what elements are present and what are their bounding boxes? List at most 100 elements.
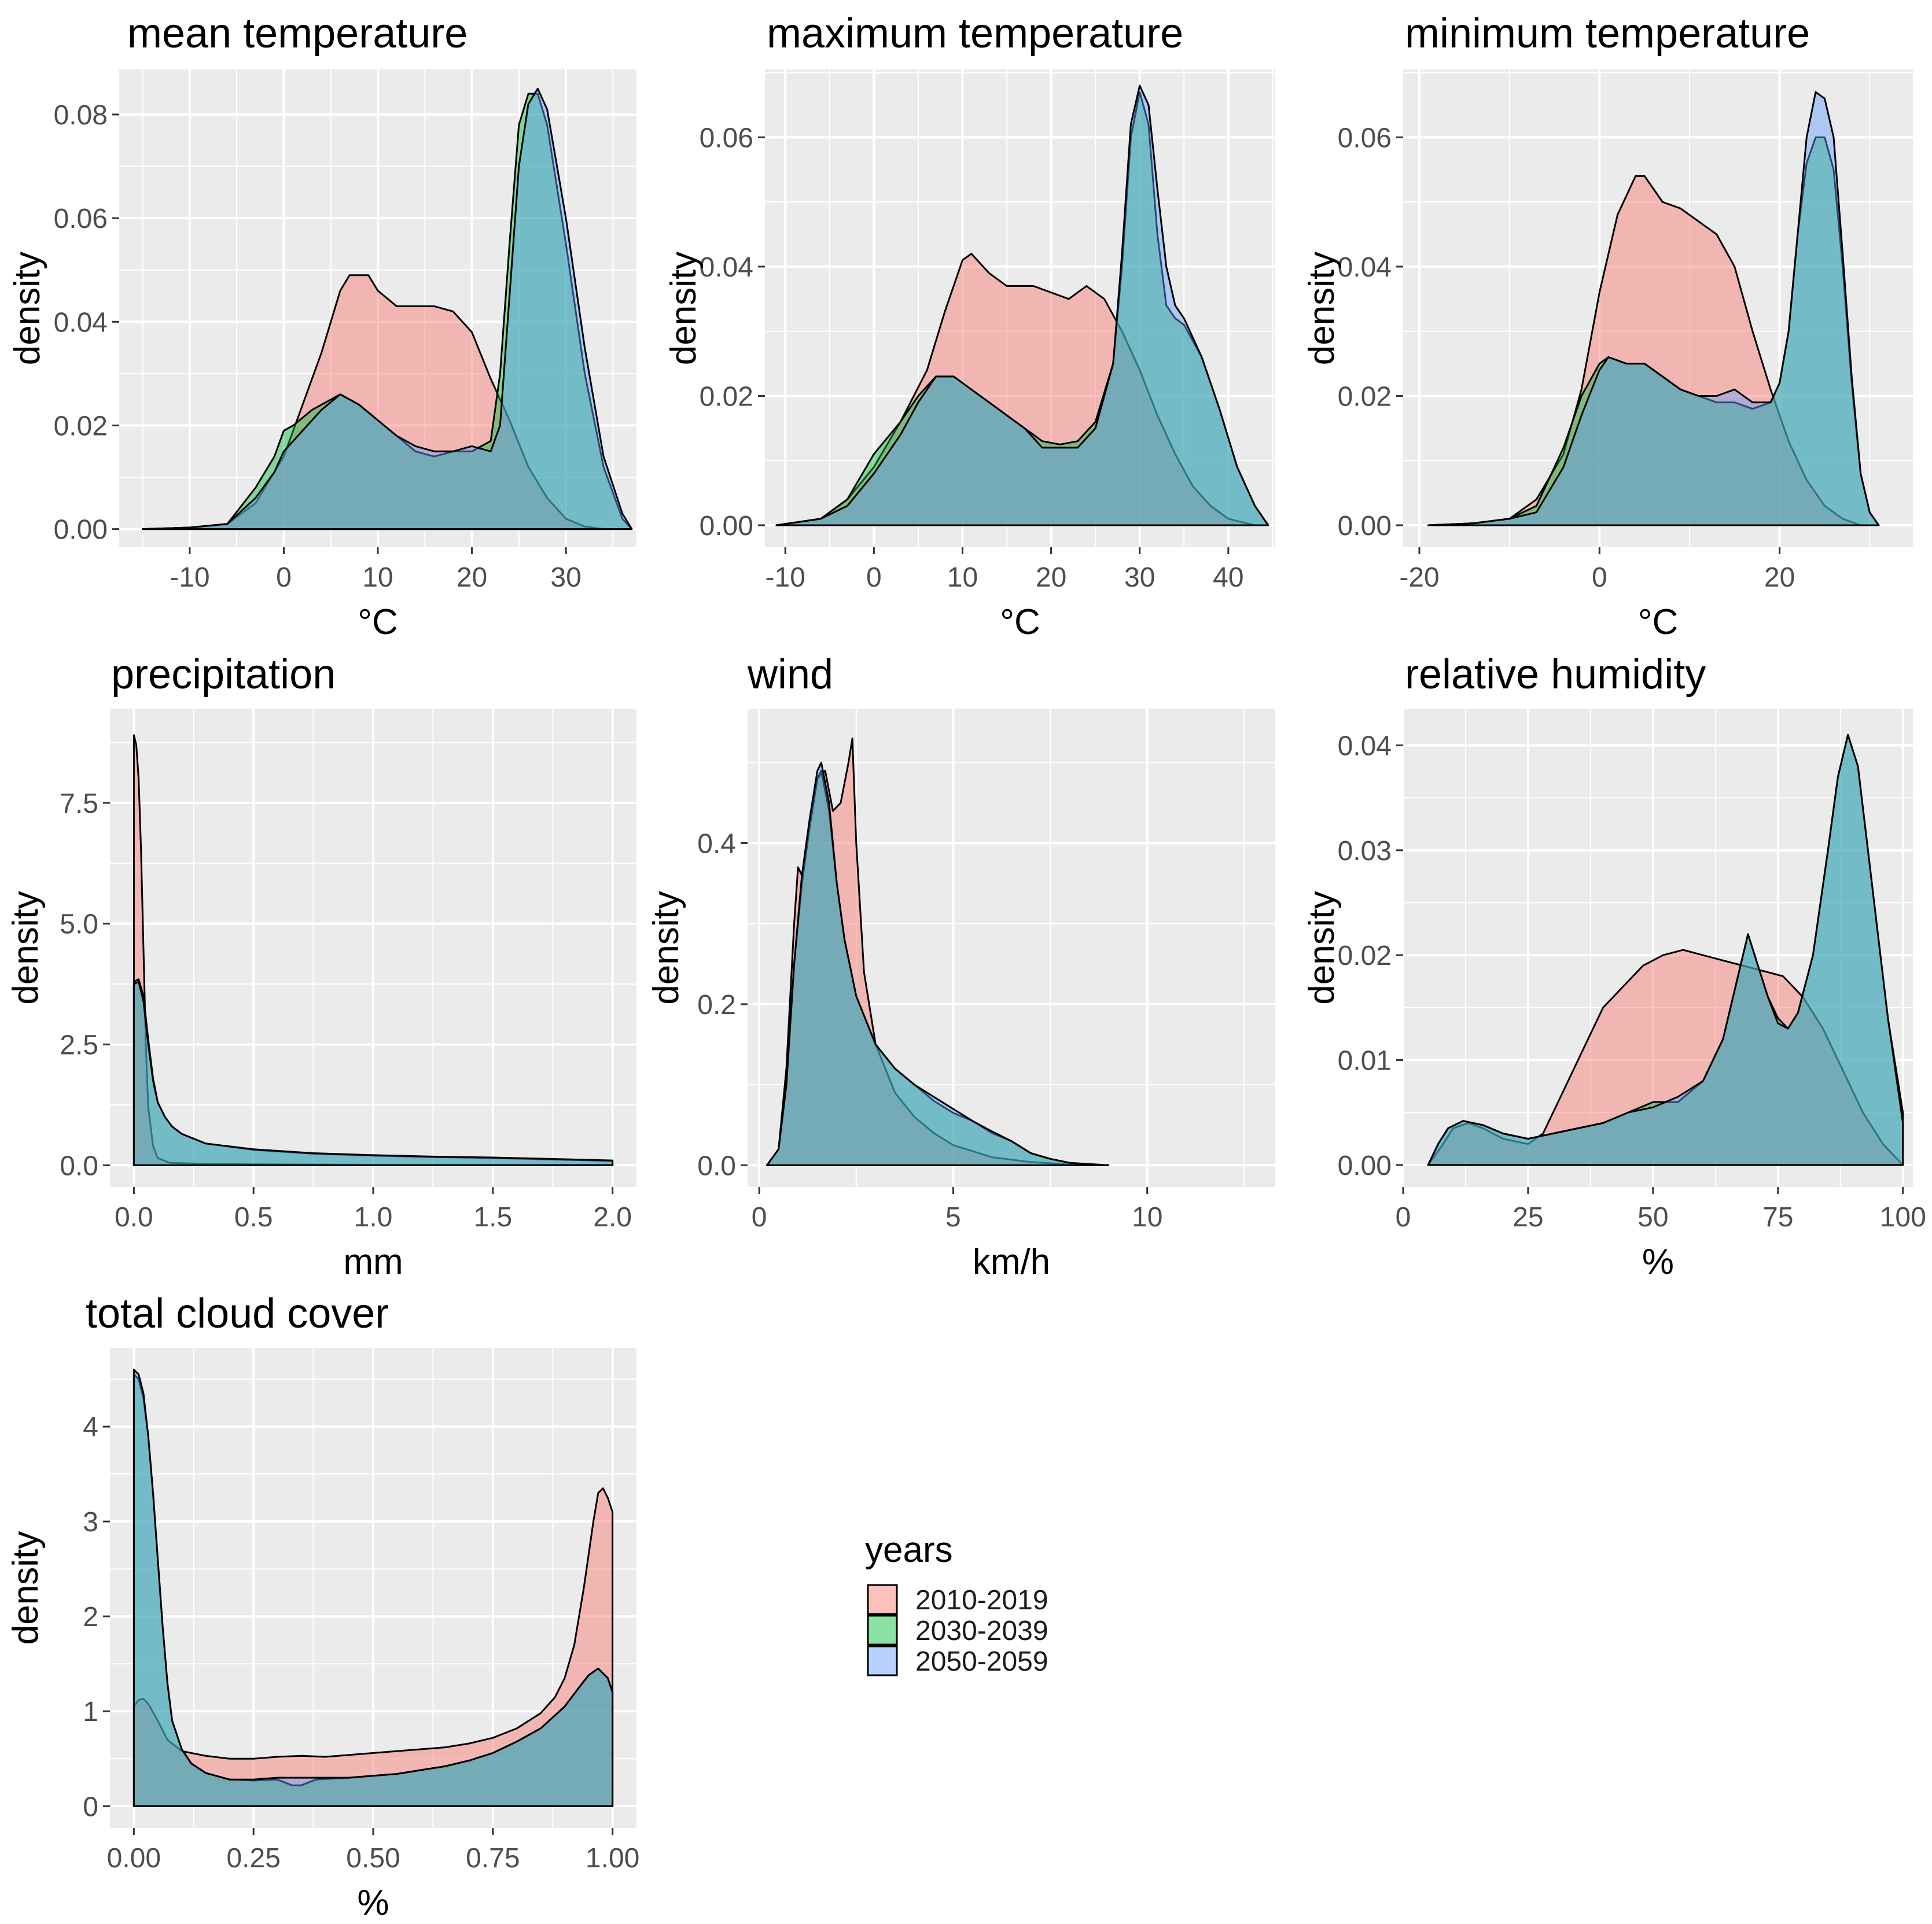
panel-total-cloud-cover: 0.00 0.25 0.50 0.75 1.00 0 1 2 3 4 total cloud cov…: [6, 1291, 639, 1923]
panel-title: mean temperature: [127, 10, 468, 57]
legend-label-2010-2019: 2010-2019: [915, 1585, 1048, 1616]
x-tick-label: 20: [457, 562, 487, 593]
x-tick-label: 0: [1592, 562, 1607, 593]
y-tick-label: 2.5: [60, 1030, 98, 1061]
density-area-2010-2019: [142, 274, 605, 530]
x-tick-label: 0.75: [466, 1843, 520, 1874]
panel-relative-humidity: 0 25 50 75 100 0.00 0.01 0.02 0.03 0.04 relative h…: [1302, 651, 1926, 1282]
y-tick-label: 0.03: [1338, 836, 1392, 867]
x-tick-label: 30: [1124, 562, 1155, 593]
x-axis-title: km/h: [973, 1242, 1050, 1282]
x-tick-label: 10: [947, 562, 978, 593]
x-tick-label: 5: [945, 1202, 961, 1233]
x-tick-label: 1.00: [586, 1843, 639, 1874]
y-tick-label: 0.01: [1338, 1046, 1392, 1077]
x-tick-label: 0.0: [115, 1202, 153, 1233]
legend-key-2030-2039[interactable]: [867, 1615, 898, 1646]
y-axis-title: density: [646, 891, 686, 1004]
x-axis-title: °C: [358, 602, 398, 642]
density-area-2050-2059: [1427, 734, 1904, 1166]
x-tick-label: 20: [1036, 562, 1066, 593]
y-axis-title: density: [1302, 891, 1342, 1004]
y-axis-title: density: [6, 891, 46, 1004]
x-tick-label: 30: [550, 562, 581, 593]
density-area-2010-2019: [766, 738, 1110, 1166]
y-axis-title: density: [6, 1531, 46, 1645]
y-tick-label: 0.00: [1338, 511, 1392, 541]
density-area-2010-2019: [1427, 175, 1862, 526]
density-area-2050-2059: [133, 1369, 614, 1807]
y-axis-title: density: [1302, 252, 1342, 365]
y-tick-label: 5.0: [60, 909, 98, 940]
panel-maximum-temperature: -10 0 10 20 30 40 0.00 0.02 0.04 0.06 maximum temp…: [664, 10, 1275, 642]
panel-background: [765, 69, 1275, 547]
x-axis-title: °C: [1638, 602, 1679, 642]
legend-label-2030-2039: 2030-2039: [915, 1616, 1048, 1646]
y-tick-label: 0.2: [697, 990, 736, 1020]
density-area-2010-2019: [133, 1487, 614, 1807]
panel-mean-temperature: -10 0 10 20 30 0.00 0.02 0.04 0.06 0.08 mean tempe…: [8, 10, 636, 642]
y-tick-label: 0.04: [54, 307, 108, 338]
x-tick-label: 75: [1762, 1202, 1793, 1233]
y-tick-label: 0.02: [1338, 381, 1392, 412]
panel-title: total cloud cover: [86, 1291, 389, 1337]
panel-precipitation: 0.0 0.5 1.0 1.5 2.0 0.0 2.5 5.0 7.5 precipitation…: [6, 651, 636, 1282]
y-tick-label: 0.08: [54, 100, 108, 131]
y-tick-label: 0.04: [1338, 252, 1392, 283]
x-tick-label: -10: [170, 562, 209, 593]
y-tick-label: 0.02: [1338, 941, 1392, 971]
x-tick-label: 20: [1764, 562, 1795, 593]
panel-title: minimum temperature: [1405, 10, 1810, 57]
panel-background: [748, 709, 1275, 1187]
x-tick-label: 2.0: [593, 1202, 632, 1233]
density-area-2050-2059: [1427, 91, 1880, 526]
x-axis-title: %: [357, 1883, 389, 1923]
x-tick-label: 50: [1637, 1202, 1668, 1233]
density-area-2030-2039: [142, 93, 633, 530]
legend-key-2050-2059[interactable]: [867, 1645, 898, 1676]
y-tick-label: 7.5: [60, 788, 98, 819]
y-tick-label: 0.04: [1338, 731, 1392, 761]
x-tick-label: 40: [1213, 562, 1243, 593]
y-tick-label: 0.00: [54, 515, 108, 545]
panel-title: relative humidity: [1405, 651, 1706, 698]
legend-key-bg: [868, 1616, 897, 1645]
density-area-2010-2019: [1427, 949, 1904, 1166]
legend-label-2050-2059: 2050-2059: [915, 1646, 1048, 1677]
y-tick-label: 1: [83, 1697, 98, 1727]
y-tick-label: 3: [83, 1507, 98, 1538]
x-tick-label: 25: [1513, 1202, 1543, 1233]
legend-key-2010-2019[interactable]: [867, 1584, 898, 1615]
y-tick-label: 0.0: [60, 1151, 98, 1181]
density-area-2050-2059: [775, 84, 1269, 526]
x-tick-label: 0.00: [107, 1843, 161, 1874]
x-tick-label: 0.5: [234, 1202, 273, 1233]
y-tick-label: 0.02: [54, 411, 108, 441]
y-tick-label: 2: [83, 1602, 98, 1632]
panel-wind: 0 5 10 0.0 0.2 0.4 wind km/h density: [646, 651, 1275, 1282]
x-tick-label: 0.50: [346, 1843, 400, 1874]
density-area-2050-2059: [142, 87, 633, 530]
x-tick-label: 10: [1132, 1202, 1162, 1233]
x-tick-label: 0: [276, 562, 292, 593]
panel-title: wind: [747, 651, 833, 698]
y-tick-label: 0.06: [700, 123, 753, 153]
legend-key-bg: [868, 1585, 897, 1614]
density-area-2050-2059: [766, 761, 1110, 1166]
panel-title: maximum temperature: [767, 10, 1183, 57]
x-tick-label: 0: [1396, 1202, 1411, 1233]
density-area-2050-2059: [133, 981, 614, 1166]
y-tick-label: 0.02: [700, 381, 753, 412]
y-tick-label: 0.06: [54, 204, 108, 234]
panel-background: [1403, 709, 1913, 1187]
x-tick-label: 100: [1880, 1202, 1926, 1233]
y-axis-title: density: [8, 252, 47, 365]
y-tick-label: 0: [83, 1792, 98, 1822]
x-tick-label: 0: [866, 562, 882, 593]
y-tick-label: 0.00: [1338, 1151, 1392, 1181]
y-tick-label: 0.00: [700, 511, 753, 541]
x-axis-title: %: [1642, 1242, 1674, 1282]
legend-title: years: [865, 1530, 953, 1570]
x-tick-label: 1.0: [354, 1202, 393, 1233]
